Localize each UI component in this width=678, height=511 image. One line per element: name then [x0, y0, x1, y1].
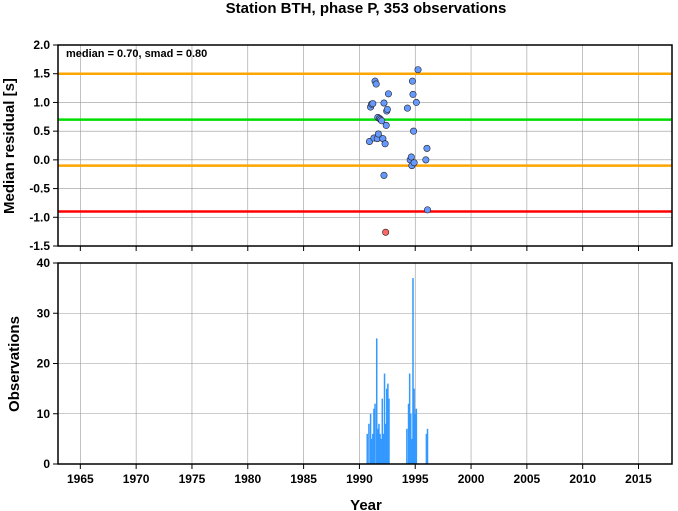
y-tick-label: -1.0: [29, 210, 50, 224]
y-tick-label: 1.5: [33, 67, 50, 81]
y-tick-label: 0: [43, 457, 50, 471]
data-point: [374, 130, 382, 138]
histogram-bar: [378, 423, 380, 464]
data-point: [414, 66, 422, 74]
x-tick-label: 1965: [67, 472, 94, 486]
x-tick-label: 2005: [514, 472, 541, 486]
data-point: [372, 80, 380, 88]
histogram-bar: [408, 373, 411, 464]
histogram-bar: [366, 433, 368, 464]
data-point: [378, 117, 386, 125]
y-tick-label: 40: [37, 256, 51, 270]
top-y-axis-title: Median residual [s]: [1, 78, 18, 214]
histogram-bar: [383, 373, 386, 464]
histogram-bar: [412, 278, 414, 464]
x-tick-label: 1985: [290, 472, 317, 486]
x-tick-label: 1970: [123, 472, 150, 486]
stats-annotation: median = 0.70, smad = 0.80: [66, 48, 207, 60]
y-tick-label: 10: [37, 407, 51, 421]
data-point: [422, 156, 430, 164]
data-point: [369, 100, 377, 108]
histogram-bar: [369, 413, 372, 464]
histogram-bar: [415, 408, 418, 464]
x-tick-label: 1975: [179, 472, 206, 486]
data-point: [407, 153, 415, 161]
data-point: [412, 98, 420, 106]
plot-frame: [57, 44, 673, 247]
data-point: [382, 228, 390, 236]
histogram-bar: [384, 423, 387, 464]
histogram-bar: [413, 388, 415, 464]
histogram-bar: [410, 413, 412, 464]
x-tick-label: 1980: [234, 472, 261, 486]
histogram-bar: [373, 408, 375, 464]
histogram-bar: [377, 428, 379, 464]
data-point: [380, 99, 388, 107]
y-tick-label: 0.0: [33, 153, 50, 167]
histogram-bar: [425, 433, 428, 464]
data-point: [382, 121, 390, 129]
data-point: [383, 105, 391, 113]
histogram-bar: [411, 438, 413, 464]
data-point: [381, 140, 389, 148]
data-point: [380, 171, 388, 179]
y-tick-label: 0.5: [33, 124, 50, 138]
histogram-bar: [406, 428, 408, 464]
y-tick-label: 20: [37, 357, 51, 371]
histogram-bar: [414, 413, 416, 464]
x-tick-label: 2015: [625, 472, 652, 486]
histogram-bar: [368, 423, 370, 464]
y-tick-label: 2.0: [33, 38, 50, 52]
y-tick-label: 1.0: [33, 95, 50, 109]
y-tick-label: -0.5: [29, 182, 50, 196]
x-axis-title: Year: [350, 497, 382, 511]
x-tick-label: 1990: [346, 472, 373, 486]
data-point: [408, 77, 416, 85]
histogram-bar: [370, 438, 373, 464]
x-tick-label: 2010: [569, 472, 596, 486]
histogram-bar: [380, 438, 382, 464]
histogram-bar: [375, 338, 378, 464]
histogram-bar: [387, 383, 389, 464]
observations-panel: 1965 1970 1975 1980 1985 1990 1995 2000 2005 2010…: [37, 256, 673, 486]
histogram-bar: [407, 403, 410, 464]
histogram-bar: [386, 388, 388, 464]
bottom-y-axis-title: Observations: [6, 316, 23, 412]
y-tick-label: 30: [37, 306, 51, 320]
data-point: [424, 206, 432, 214]
data-point: [410, 159, 418, 167]
residual-panel: -1.5 -1.0 -0.5 0.0 0.5 1.0 1.5 2.0: [29, 38, 673, 253]
data-point: [410, 127, 418, 135]
chart-title: Station BTH, phase P, 353 observations: [226, 0, 507, 17]
histogram-bar: [382, 433, 385, 464]
x-tick-label: 2000: [458, 472, 485, 486]
data-point: [384, 90, 392, 98]
data-point: [423, 144, 431, 152]
data-point: [403, 104, 411, 112]
x-tick-label: 1995: [402, 472, 429, 486]
histogram-bar: [372, 433, 374, 464]
histogram-bar: [379, 433, 381, 464]
histogram-bar: [388, 398, 390, 464]
histogram-bar: [381, 398, 384, 464]
y-tick-label: -1.5: [29, 239, 50, 253]
data-point: [409, 90, 417, 98]
histogram-bar: [426, 428, 429, 464]
histogram-bar: [374, 403, 376, 464]
